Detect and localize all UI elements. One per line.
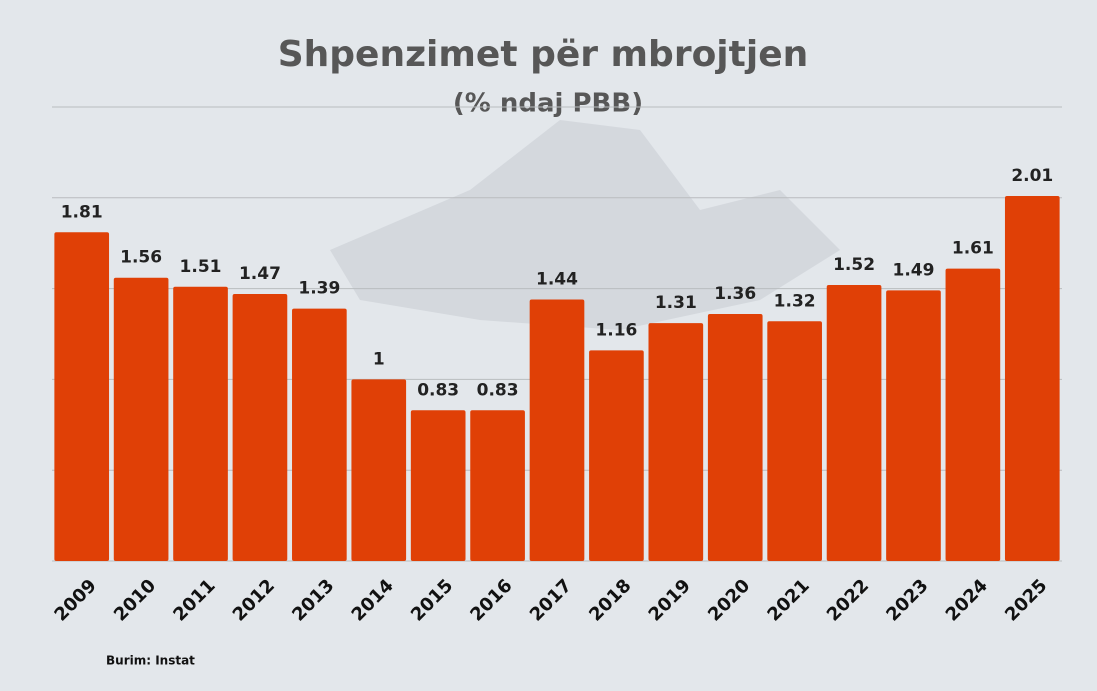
value-label: 1.36 (714, 284, 756, 304)
bar (767, 321, 822, 561)
bar (945, 268, 1001, 561)
value-label: 1.39 (298, 279, 340, 299)
value-label: 1.16 (595, 320, 637, 340)
bar (589, 350, 644, 561)
value-label: 1.51 (180, 257, 222, 277)
bar (173, 286, 228, 561)
value-label: 1.31 (655, 293, 697, 313)
bar (707, 314, 763, 561)
value-label: 1.44 (536, 269, 578, 289)
background-jet (330, 120, 840, 330)
bar (886, 290, 941, 561)
value-label: 1.32 (774, 291, 816, 311)
bar (470, 410, 525, 561)
value-label: 1.52 (833, 255, 875, 275)
bar (113, 277, 169, 561)
value-label: 1.56 (120, 248, 162, 268)
bar (826, 284, 882, 561)
value-label: 2.01 (1011, 166, 1053, 186)
bar (410, 410, 466, 561)
bar (232, 294, 288, 561)
chart-title: Shpenzimet për mbrojtjen (278, 34, 809, 75)
bar (54, 232, 110, 561)
bar (351, 379, 407, 561)
source-note: Burim: Instat (106, 654, 195, 668)
value-label: 0.83 (477, 380, 519, 400)
bar (292, 308, 347, 561)
chart-subtitle: (% ndaj PBB) (453, 89, 643, 119)
bar (648, 323, 704, 561)
value-label: 0.83 (417, 380, 459, 400)
value-label: 1.47 (239, 264, 281, 284)
bar (1004, 195, 1060, 561)
value-label: 1.81 (61, 202, 103, 222)
bar (529, 299, 585, 561)
value-label: 1 (373, 349, 385, 369)
value-label: 1.61 (952, 239, 994, 259)
value-label: 1.49 (892, 260, 934, 280)
